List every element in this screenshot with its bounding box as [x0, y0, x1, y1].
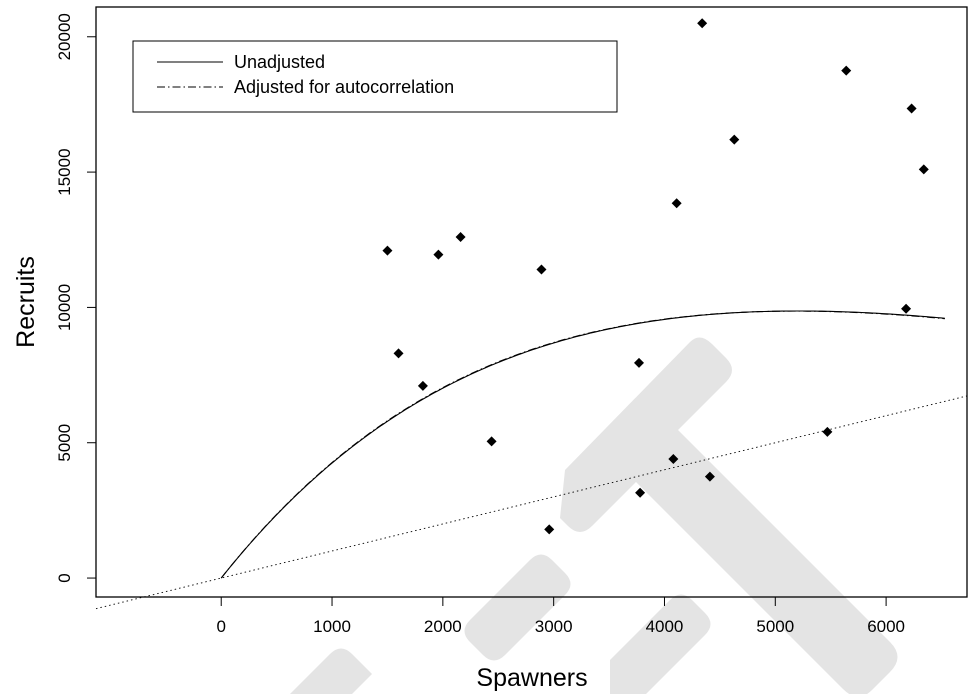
y-tick-label: 0	[55, 573, 74, 582]
y-tick-label: 10000	[55, 284, 74, 331]
x-tick-label: 5000	[756, 617, 794, 636]
y-axis: 0 5000 10000 15000 20000	[55, 13, 96, 583]
fitted-curves	[95, 310, 968, 610]
data-point	[901, 303, 912, 314]
data-point	[729, 134, 740, 145]
data-point	[455, 232, 466, 243]
y-axis-title: Recruits	[12, 256, 40, 348]
data-point	[633, 357, 644, 368]
replacement-line	[95, 395, 968, 610]
data-point	[635, 487, 646, 498]
x-tick-label: 2000	[424, 617, 462, 636]
data-point	[433, 249, 444, 260]
x-tick-label: 1000	[313, 617, 351, 636]
x-axis: 0 1000 2000 3000 4000 5000 6000	[216, 597, 905, 636]
curve-adjusted	[220, 310, 945, 579]
legend: Unadjusted Adjusted for autocorrelation	[132, 40, 618, 113]
data-point	[544, 524, 555, 535]
y-tick-label: 20000	[55, 13, 74, 60]
y-tick-label: 15000	[55, 148, 74, 195]
x-tick-label: 0	[216, 617, 225, 636]
data-point	[697, 18, 708, 29]
curve-unadjusted	[220, 310, 945, 579]
watermark	[290, 337, 898, 694]
data-point	[668, 453, 679, 464]
data-point	[704, 471, 715, 482]
plot-frame	[95, 6, 968, 598]
data-points	[382, 18, 929, 535]
data-point	[671, 198, 682, 209]
data-point	[382, 245, 393, 256]
x-tick-label: 4000	[646, 617, 684, 636]
x-tick-label: 3000	[535, 617, 573, 636]
data-point	[417, 380, 428, 391]
legend-box	[132, 40, 618, 113]
x-tick-label: 6000	[867, 617, 905, 636]
data-point	[918, 164, 929, 175]
legend-label-unadjusted: Unadjusted	[234, 52, 325, 72]
x-axis-title: Spawners	[476, 664, 587, 692]
data-point	[486, 436, 497, 447]
data-point	[906, 103, 917, 114]
data-point	[393, 348, 404, 359]
data-point	[536, 264, 547, 275]
legend-label-adjusted: Adjusted for autocorrelation	[234, 77, 454, 97]
data-point	[822, 426, 833, 437]
y-tick-label: 5000	[55, 424, 74, 462]
data-point	[841, 65, 852, 76]
